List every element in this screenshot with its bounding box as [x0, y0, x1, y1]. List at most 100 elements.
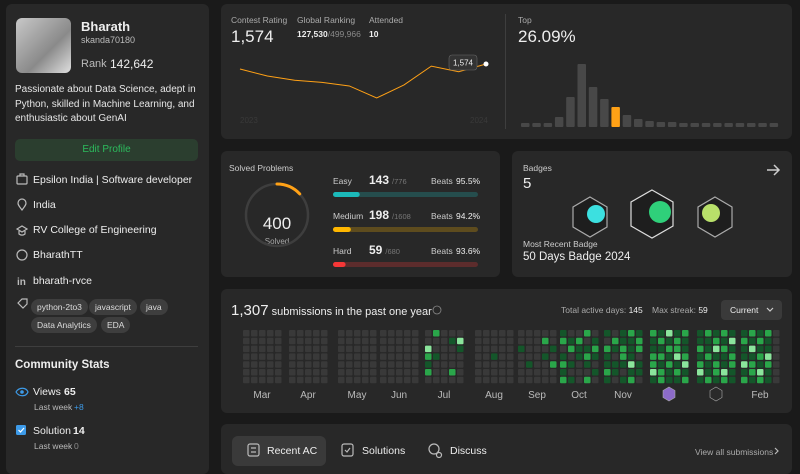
heatmap-cell	[757, 376, 764, 384]
heatmap-cell	[666, 376, 673, 384]
heatmap-cell	[534, 330, 541, 337]
distribution-bar	[667, 122, 677, 127]
active-days: Total active days: 145	[561, 305, 643, 315]
heatmap-cell	[404, 376, 411, 384]
heatmap-cell	[628, 345, 635, 353]
heatmap-cell	[433, 353, 440, 360]
heatmap-cell	[534, 369, 541, 376]
heatmap-cell	[729, 361, 736, 368]
heatmap-cell	[297, 376, 304, 384]
rating-label: Contest Rating	[231, 15, 288, 25]
heatmap-cell	[534, 345, 541, 353]
heatmap-cell	[713, 330, 720, 337]
month-badge	[662, 386, 676, 402]
info-github[interactable]: BharathTT	[33, 249, 83, 261]
ranking: 127,530/499,966	[297, 29, 361, 39]
username: skanda70180	[81, 35, 136, 45]
distribution-bar	[588, 87, 598, 127]
views-value: 65	[64, 386, 76, 398]
heatmap-cell	[765, 361, 772, 368]
heatmap-cell	[449, 337, 456, 345]
heatmap-cell	[251, 361, 258, 368]
heatmap-cell	[267, 330, 274, 337]
heatmap-cell	[370, 361, 377, 368]
heatmap-cell	[404, 345, 411, 353]
heatmap-cell	[491, 353, 498, 360]
heatmap-cell	[441, 369, 448, 376]
beats: 94.2%	[456, 211, 481, 221]
heatmap-cell	[275, 361, 282, 368]
heatmap-cell	[584, 353, 591, 360]
heatmap-cell	[592, 353, 599, 360]
difficulty-solved: 198	[369, 208, 389, 222]
tab[interactable]: Recent AC	[267, 445, 318, 457]
heatmap-cell	[425, 337, 432, 345]
heatmap-cell	[765, 337, 772, 345]
view-all[interactable]: View all submissions	[695, 447, 774, 457]
heatmap-cell	[412, 376, 419, 384]
submission-text: submissions in the past one year	[271, 306, 432, 318]
heatmap-cell	[388, 330, 395, 337]
difficulty-solved: 59	[369, 243, 383, 257]
heatmap-cell	[507, 376, 514, 384]
heatmap-cell	[499, 376, 506, 384]
heatmap-cell	[628, 361, 635, 368]
heatmap-cell	[441, 376, 448, 384]
heatmap-cell	[305, 330, 312, 337]
heatmap-cell	[412, 337, 419, 345]
recent-badge: 50 Days Badge 2024	[523, 251, 631, 263]
ranking-value: 127,530	[297, 29, 328, 39]
heatmap-cell	[636, 376, 643, 384]
heatmap-cell	[396, 376, 403, 384]
heatmap-cell	[483, 345, 490, 353]
heatmap-cell	[346, 330, 353, 337]
heatmap-cell	[568, 353, 575, 360]
heatmap-cell	[354, 361, 361, 368]
info-linkedin[interactable]: bharath-rvce	[33, 275, 92, 287]
heatmap-cell	[773, 330, 780, 337]
heatmap-cell	[666, 337, 673, 345]
heatmap-cell	[568, 345, 575, 353]
heatmap-cell	[765, 345, 772, 353]
contest-card	[221, 4, 792, 139]
badge-icons	[572, 189, 733, 239]
heatmap-cell	[526, 376, 533, 384]
heatmap-cell	[576, 330, 583, 337]
heatmap-cell	[612, 376, 619, 384]
badges-count: 5	[523, 175, 532, 192]
heatmap-cell	[251, 369, 258, 376]
solution-value: 14	[73, 425, 85, 437]
edit-profile-button[interactable]: Edit Profile	[15, 139, 198, 161]
month-badge	[709, 386, 723, 402]
heatmap-cell	[705, 353, 712, 360]
heatmap-cell	[584, 376, 591, 384]
tab[interactable]: Solutions	[362, 445, 406, 457]
heatmap-cell	[721, 337, 728, 345]
heatmap-cell	[674, 353, 681, 360]
heatmap-cell	[441, 353, 448, 360]
heatmap-cell	[313, 353, 320, 360]
top: 26.09%	[518, 27, 576, 46]
heatmap-cell	[433, 369, 440, 376]
heatmap-cell	[534, 361, 541, 368]
tag: javascript	[89, 299, 137, 315]
solved-total-label: Solved	[264, 237, 290, 246]
heatmap-cell	[370, 369, 377, 376]
heatmap-cell	[380, 330, 387, 337]
heatmap-cell	[251, 376, 258, 384]
ranking-total: /499,966	[327, 29, 361, 39]
tooltip-box	[448, 54, 478, 71]
heatmap-cell	[592, 330, 599, 337]
heatmap-cell	[560, 353, 567, 360]
heatmap-cell	[370, 353, 377, 360]
year-dropdown[interactable]: Current	[721, 300, 782, 320]
heatmap-cell	[729, 345, 736, 353]
heatmap-cell	[697, 353, 704, 360]
heatmap-cell	[507, 361, 514, 368]
views-sub-label: Last week	[34, 402, 73, 412]
heatmap-cell	[338, 376, 345, 384]
tab[interactable]: Discuss	[450, 445, 487, 457]
heatmap-cell	[289, 369, 296, 376]
heatmap-cell	[592, 376, 599, 384]
heatmap-cell	[388, 361, 395, 368]
